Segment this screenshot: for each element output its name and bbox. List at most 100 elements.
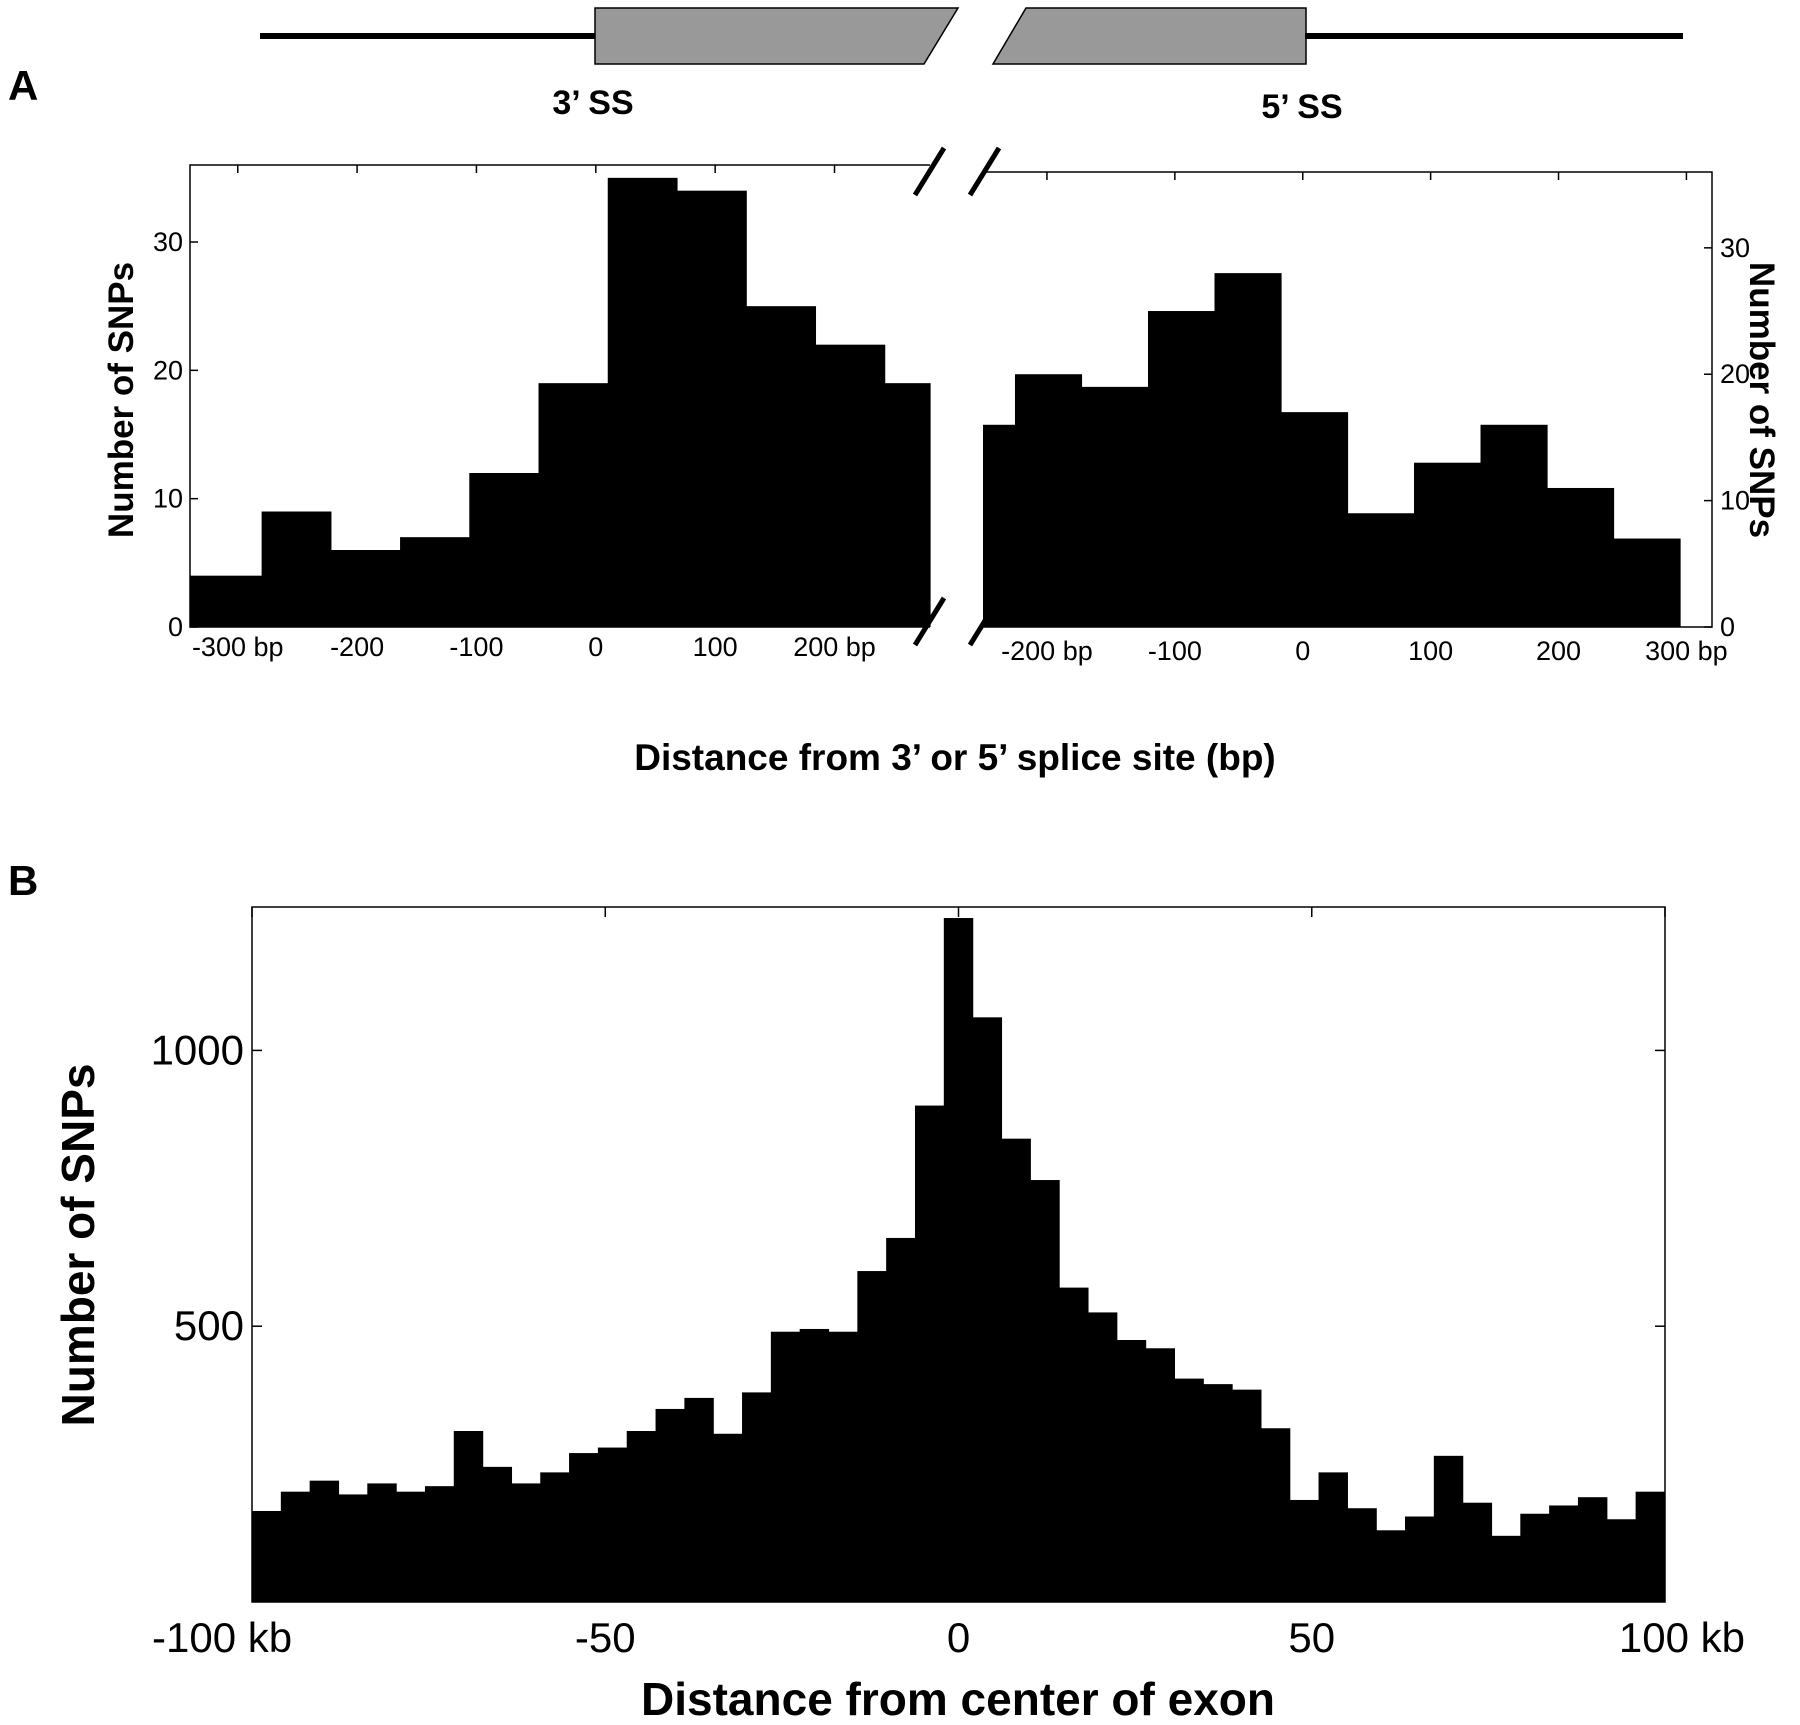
b-bar [1635, 1491, 1666, 1602]
b-bar [540, 1472, 570, 1602]
a-left-xtick-label: 100 [693, 632, 738, 662]
a-left-xtick-label: 0 [588, 632, 603, 662]
b-bar [626, 1431, 657, 1602]
break-mark-top-left [912, 146, 947, 197]
a-left-bar [469, 473, 540, 627]
b-bar [396, 1491, 426, 1602]
a-right-bar [1014, 374, 1083, 627]
a-right-xtick-label: 0 [1295, 636, 1310, 666]
panel-a-left-y-title: Number of SNPs [102, 262, 141, 538]
a-left-bar [330, 550, 401, 627]
a-left-ytick-label: 20 [153, 355, 183, 385]
b-bar [1577, 1497, 1608, 1602]
b-bar [1376, 1530, 1406, 1602]
b-bar [1347, 1508, 1377, 1602]
panel-a-right-y-title: Number of SNPs [1742, 262, 1781, 538]
a-left-bar [676, 190, 747, 627]
b-ytick-label: 1000 [151, 1026, 244, 1073]
b-bar [684, 1397, 714, 1602]
a-right-ytick-label: 10 [1720, 486, 1750, 516]
a-right-bar [1280, 412, 1349, 627]
b-bar [713, 1433, 743, 1602]
b-bar [943, 918, 974, 1602]
b-bar [742, 1392, 772, 1602]
a-right-bar [1414, 462, 1482, 627]
b-bar [482, 1466, 513, 1602]
a-left-bar [746, 306, 817, 627]
a-left-bar [884, 383, 931, 627]
panel-a-left-histogram: 0 10 20 30 -300 bp -200 -100 0 100 200 bp [153, 164, 931, 662]
b-bar [1520, 1513, 1550, 1602]
b-bar [511, 1483, 541, 1602]
a-right-bar [1214, 273, 1282, 627]
a-left-bar [538, 383, 609, 627]
b-bar [1318, 1472, 1348, 1602]
a-right-bar [983, 424, 1016, 627]
b-bar [1145, 1348, 1176, 1602]
a-right-bar [1347, 513, 1415, 627]
b-bar [309, 1480, 340, 1602]
b-bar [1433, 1455, 1464, 1602]
b-bar [1260, 1428, 1291, 1602]
b-bar [655, 1408, 685, 1602]
a-right-bar [1547, 487, 1615, 627]
b-bar [1001, 1138, 1031, 1602]
b-bar [280, 1491, 311, 1602]
splice-site-3-label: 3’ SS [552, 84, 633, 122]
b-bar [1116, 1339, 1147, 1602]
b-bar [1087, 1312, 1118, 1602]
b-bar [1462, 1502, 1493, 1602]
a-left-bar [815, 344, 886, 627]
b-xtick-label: 100 kb [1619, 1614, 1745, 1661]
panel-b-x-title: Distance from center of exon [641, 1673, 1275, 1725]
a-right-xtick-label: -100 [1148, 636, 1202, 666]
b-bar [597, 1447, 628, 1602]
break-mark-bottom-left [912, 596, 947, 647]
break-mark-bottom-right [967, 596, 1002, 647]
b-bar [1289, 1499, 1320, 1602]
b-bar [1491, 1535, 1521, 1602]
panel-label-b: B [8, 857, 38, 904]
a-right-xtick-label: -200 bp [1001, 636, 1093, 666]
a-left-xtick-label: -300 bp [192, 632, 284, 662]
a-right-bar [1081, 386, 1149, 627]
a-right-ytick-label: 0 [1720, 612, 1735, 642]
a-right-bar [1613, 538, 1681, 627]
a-left-xtick-label: 200 bp [793, 632, 876, 662]
a-left-xtick-label: -100 [449, 632, 503, 662]
panel-label-a: A [8, 62, 38, 109]
b-bar [1059, 1287, 1089, 1602]
a-left-bar [190, 575, 263, 627]
b-bar [1232, 1389, 1262, 1602]
a-left-ytick-label: 30 [153, 227, 183, 257]
b-bar [1405, 1516, 1435, 1602]
a-right-ytick-label: 20 [1720, 359, 1750, 389]
a-left-bar [400, 537, 470, 627]
panel-a-x-title: Distance from 3’ or 5’ splice site (bp) [634, 737, 1276, 778]
b-bar [972, 1017, 1003, 1602]
b-bar [770, 1331, 801, 1602]
b-xtick-label: 0 [947, 1614, 970, 1661]
b-bar [1174, 1378, 1204, 1602]
a-left-ytick-label: 0 [168, 612, 183, 642]
b-bar [1606, 1519, 1637, 1602]
a-left-xtick-label: -200 [330, 632, 384, 662]
a-right-bar [1147, 311, 1216, 627]
exon-left [594, 7, 960, 65]
a-right-bar [1480, 424, 1548, 627]
b-bar [1203, 1384, 1233, 1602]
b-bar [886, 1237, 916, 1602]
a-right-xtick-label: 200 [1536, 636, 1581, 666]
b-xtick-label: -100 kb [152, 1614, 292, 1661]
b-bar [799, 1328, 830, 1602]
a-left-bar [607, 177, 678, 628]
b-xtick-label: 50 [1288, 1614, 1335, 1661]
b-bar [914, 1105, 945, 1602]
b-bar [252, 1510, 282, 1602]
a-left-bar [261, 511, 332, 627]
b-xtick-label: -50 [575, 1614, 636, 1661]
a-left-ytick-label: 10 [153, 484, 183, 514]
b-bar [569, 1453, 599, 1602]
splice-site-5-label: 5’ SS [1261, 88, 1342, 126]
